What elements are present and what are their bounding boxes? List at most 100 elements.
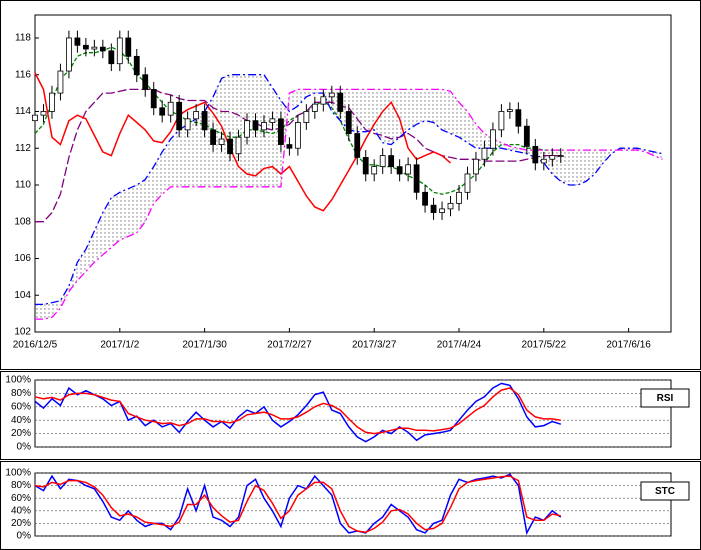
candle-body	[549, 155, 556, 160]
candle-body	[439, 208, 445, 213]
legend-box	[640, 388, 690, 408]
y-tick-label: 104	[14, 290, 31, 301]
y-tick-label: 108	[14, 216, 31, 227]
series-line	[34, 382, 562, 443]
y-tick-label: 116	[15, 69, 31, 80]
candle-body	[108, 50, 115, 65]
candle-body	[32, 114, 38, 122]
candle-body	[142, 74, 149, 90]
candle-body	[413, 164, 420, 193]
candle-body	[320, 96, 327, 105]
y-tick-label: 40%	[11, 415, 31, 426]
candle-body	[125, 37, 132, 57]
candle-body	[150, 89, 157, 109]
y-tick-label: 112	[15, 143, 31, 154]
candle-body	[210, 129, 216, 145]
candle-body	[74, 37, 81, 46]
candle-body	[176, 101, 183, 131]
legend-label: RSI	[657, 393, 674, 404]
candle-body	[354, 133, 361, 158]
candle-body	[184, 118, 191, 131]
y-tick-label: 80%	[11, 480, 31, 491]
candle-body	[362, 157, 369, 175]
cloud	[35, 74, 663, 320]
candle-body	[269, 118, 276, 123]
candle-body	[133, 55, 140, 76]
candle-body	[57, 70, 64, 94]
y-tick-label: 60%	[11, 401, 31, 412]
candle-body	[532, 145, 539, 164]
candle-body	[227, 138, 233, 155]
candle-body	[345, 111, 352, 134]
series-line	[34, 72, 451, 212]
candle-body	[235, 136, 242, 155]
candle-body	[294, 122, 301, 149]
candle-body	[464, 173, 471, 193]
candle-body	[49, 92, 55, 112]
x-tick-label: 2017/1/2	[100, 340, 139, 351]
candle-body	[490, 129, 496, 149]
x-tick-label: 2017/1/30	[182, 340, 227, 351]
y-tick-label: 20%	[11, 428, 31, 439]
y-tick-label: 60%	[11, 493, 31, 504]
y-tick-label: 20%	[11, 518, 31, 529]
candle-body	[337, 92, 344, 112]
candle-body	[481, 147, 488, 160]
candle-body	[244, 120, 250, 138]
candle-body	[303, 111, 310, 123]
y-tick-label: 0%	[17, 531, 32, 542]
x-tick-label: 2017/5/22	[522, 340, 567, 351]
series-line	[34, 475, 561, 533]
candle-body	[379, 155, 386, 168]
candle-body	[473, 158, 479, 175]
y-tick-label: 40%	[11, 505, 31, 516]
candle-body	[278, 118, 284, 145]
candle-body	[371, 166, 378, 175]
candle-body	[99, 46, 106, 52]
candle-body	[311, 103, 318, 112]
candle-body	[328, 92, 335, 98]
candle-body	[66, 37, 72, 72]
candle-body	[515, 109, 522, 127]
candle-body	[540, 158, 547, 164]
main-frame	[0, 0, 701, 370]
candle-body	[405, 164, 412, 175]
candle-body	[422, 191, 428, 206]
series-line	[34, 387, 561, 435]
candle-body	[557, 155, 564, 157]
series-line	[35, 88, 663, 320]
candle-body	[40, 111, 47, 116]
y-tick-label: 100%	[5, 375, 31, 386]
candle-body	[447, 202, 454, 210]
candle-body	[193, 111, 200, 120]
y-tick-label: 80%	[11, 388, 31, 399]
candle-body	[388, 155, 395, 168]
candle-body	[252, 120, 259, 131]
plot-area	[34, 379, 672, 448]
candle-body	[523, 125, 530, 147]
y-tick-label: 100%	[5, 468, 31, 479]
candle-body	[430, 204, 437, 213]
candle-body	[116, 37, 123, 65]
y-tick-label: 0%	[17, 442, 32, 453]
candle-body	[506, 109, 513, 112]
y-tick-label: 106	[14, 253, 31, 264]
y-tick-label: 110	[15, 180, 31, 191]
candle-body	[286, 144, 293, 149]
candle-body	[396, 166, 403, 175]
candle-body	[159, 107, 166, 116]
series-line	[34, 473, 562, 536]
x-tick-label: 2016/12/5	[13, 340, 58, 351]
x-tick-label: 2017/2/27	[267, 340, 312, 351]
plot-area	[34, 14, 672, 333]
x-tick-label: 2017/6/16	[606, 340, 651, 351]
legend-label: STC	[655, 486, 675, 497]
candle-body	[201, 111, 208, 131]
candle-body	[261, 122, 267, 131]
y-tick-label: 102	[14, 327, 31, 338]
candle-body	[498, 111, 505, 131]
y-tick-label: 118	[15, 33, 31, 44]
legend-box	[640, 481, 690, 501]
candle-body	[91, 46, 98, 50]
